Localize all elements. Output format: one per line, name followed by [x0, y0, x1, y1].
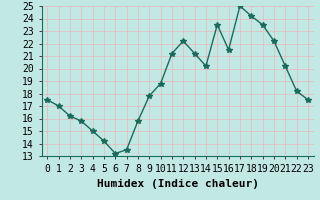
X-axis label: Humidex (Indice chaleur): Humidex (Indice chaleur)	[97, 179, 259, 189]
